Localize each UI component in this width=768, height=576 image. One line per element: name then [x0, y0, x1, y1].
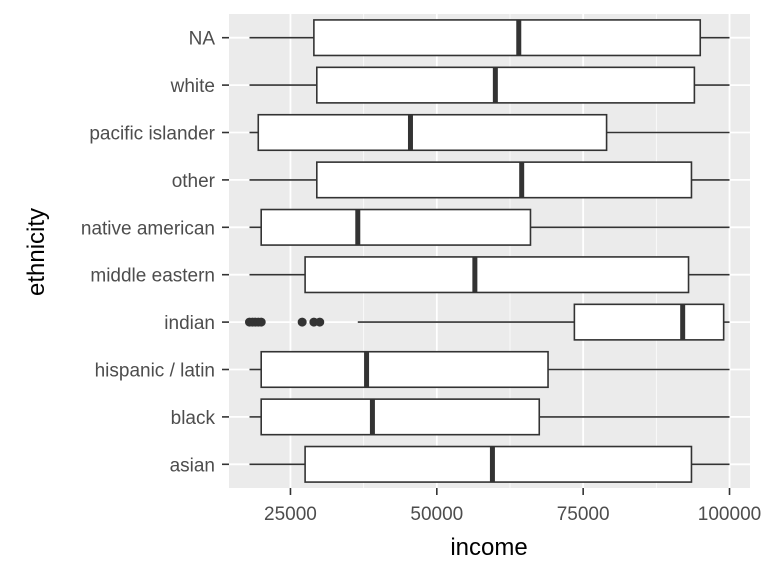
y-tick-label: indian — [164, 313, 215, 334]
outlier-point — [297, 317, 307, 327]
box-black — [249, 398, 730, 436]
y-tick-label: asian — [170, 455, 215, 476]
box-iqr — [313, 19, 702, 57]
box-middle-eastern — [249, 256, 730, 294]
box-native-american — [249, 208, 730, 246]
box-white — [249, 66, 730, 104]
y-tick-label: pacific islander — [89, 124, 215, 145]
y-tick-label: NA — [189, 29, 216, 50]
box-iqr — [257, 113, 608, 152]
box-indian — [244, 303, 730, 341]
box-hispanic-latin — [249, 350, 730, 389]
box-iqr — [316, 66, 696, 104]
x-tick-label: 100000 — [698, 504, 761, 525]
box-iqr — [304, 256, 690, 294]
boxes — [244, 19, 730, 483]
box-other — [249, 161, 730, 199]
y-tick-label: native american — [81, 218, 215, 239]
y-axis: asian black hispanic / latin indian middle e… — [81, 29, 229, 476]
box-iqr — [316, 161, 693, 199]
y-tick-label: middle eastern — [90, 266, 215, 287]
y-axis-title: ethnicity — [23, 208, 50, 296]
y-tick-label: hispanic / latin — [95, 361, 215, 382]
box-iqr — [260, 398, 541, 436]
x-tick-label: 75000 — [557, 504, 610, 525]
y-tick-label: white — [170, 76, 215, 97]
box-iqr — [260, 208, 532, 246]
outlier-point — [256, 317, 266, 327]
box-pacific-islander — [249, 113, 730, 152]
x-tick-label: 25000 — [264, 504, 317, 525]
box-iqr — [304, 445, 693, 483]
outlier-point — [315, 317, 325, 327]
x-axis-title: income — [450, 534, 527, 561]
box-na — [249, 19, 730, 57]
x-axis: 25000 50000 75000 100000 — [264, 488, 761, 525]
y-tick-label: other — [172, 171, 216, 192]
box-iqr — [260, 350, 549, 389]
x-tick-label: 50000 — [410, 504, 463, 525]
box-iqr — [573, 303, 725, 341]
box-asian — [249, 445, 730, 483]
y-tick-label: black — [171, 408, 216, 429]
